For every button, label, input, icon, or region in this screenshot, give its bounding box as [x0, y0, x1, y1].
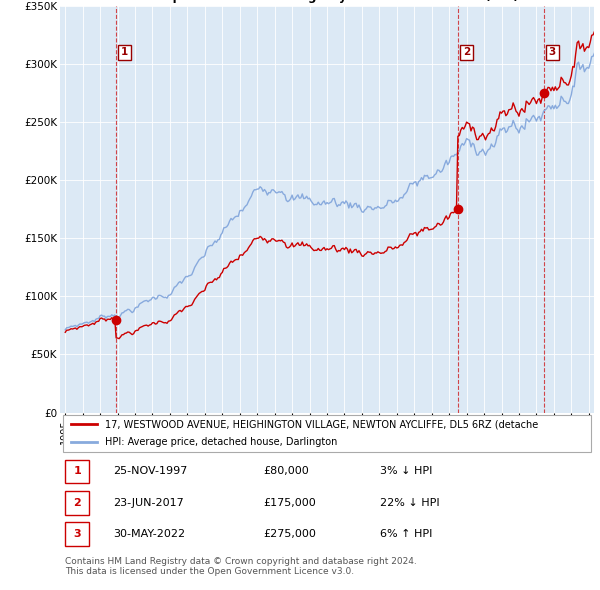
- Text: £275,000: £275,000: [263, 529, 316, 539]
- Text: 23-JUN-2017: 23-JUN-2017: [113, 498, 184, 508]
- Bar: [65, 522, 89, 546]
- Text: 1: 1: [121, 47, 128, 57]
- Text: 2: 2: [73, 498, 81, 508]
- Text: 2: 2: [463, 47, 470, 57]
- Text: 3: 3: [549, 47, 556, 57]
- Text: HPI: Average price, detached house, Darlington: HPI: Average price, detached house, Darl…: [106, 437, 338, 447]
- Bar: [65, 460, 89, 483]
- Text: £175,000: £175,000: [263, 498, 316, 508]
- Text: 1: 1: [73, 467, 81, 476]
- Text: 25-NOV-1997: 25-NOV-1997: [113, 467, 188, 476]
- Text: Contains HM Land Registry data © Crown copyright and database right 2024.
This d: Contains HM Land Registry data © Crown c…: [65, 556, 417, 576]
- Text: 17, WESTWOOD AVENUE, HEIGHINGTON VILLAGE, NEWTON AYCLIFFE, DL5 6RZ (detache: 17, WESTWOOD AVENUE, HEIGHINGTON VILLAGE…: [106, 419, 539, 429]
- Text: 3: 3: [74, 529, 81, 539]
- Bar: [65, 491, 89, 514]
- Title: 17, WESTWOOD AVENUE, HEIGHINGTON VILLAGE, NEWTON AYCLIFFE, DL5 6RZ
Price paid vs: 17, WESTWOOD AVENUE, HEIGHINGTON VILLAGE…: [66, 0, 588, 4]
- Text: 6% ↑ HPI: 6% ↑ HPI: [380, 529, 433, 539]
- Text: 3% ↓ HPI: 3% ↓ HPI: [380, 467, 433, 476]
- Text: £80,000: £80,000: [263, 467, 308, 476]
- Text: 30-MAY-2022: 30-MAY-2022: [113, 529, 185, 539]
- Text: 22% ↓ HPI: 22% ↓ HPI: [380, 498, 440, 508]
